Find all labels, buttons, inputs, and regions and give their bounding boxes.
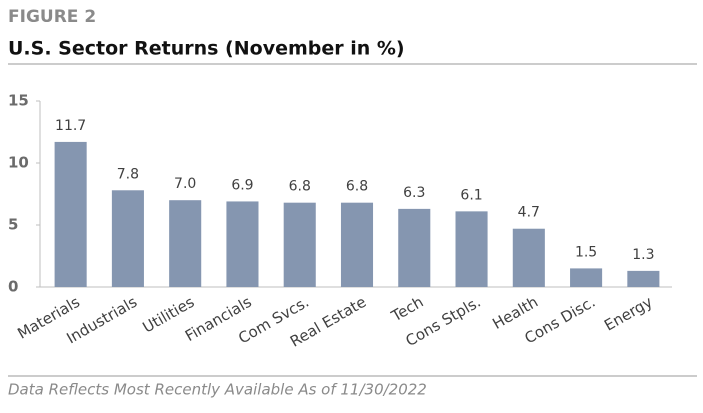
value-label: 1.5 (575, 244, 597, 260)
chart-title: U.S. Sector Returns (November in %) (8, 38, 405, 60)
bar (455, 211, 488, 287)
y-tick-label: 5 (8, 216, 18, 234)
x-tick-label: Energy (601, 293, 656, 335)
bar (627, 270, 660, 287)
bar (169, 200, 202, 287)
value-label: 4.7 (518, 205, 540, 221)
bar (340, 202, 374, 287)
bar (54, 141, 87, 287)
y-tick-label: 15 (8, 92, 29, 110)
value-label: 6.3 (403, 185, 425, 201)
figure-label: FIGURE 2 (8, 7, 96, 27)
bar (226, 201, 259, 287)
value-label: 7.8 (117, 166, 139, 182)
bar (512, 228, 545, 287)
value-label: 1.3 (632, 247, 654, 263)
bar (111, 190, 144, 287)
value-label: 6.8 (289, 179, 311, 195)
y-tick-label: 10 (8, 154, 29, 172)
value-label: 6.8 (346, 179, 368, 195)
value-label: 11.7 (55, 118, 86, 134)
bar (570, 268, 603, 287)
footnote: Data Reflects Most Recently Available As… (8, 381, 427, 399)
value-label: 6.9 (231, 177, 253, 193)
value-label: 7.0 (174, 176, 196, 192)
bar (283, 202, 316, 287)
y-tick-label: 0 (8, 278, 18, 296)
value-label: 6.1 (460, 187, 482, 203)
bar (398, 208, 431, 287)
x-tick-label: Tech (388, 293, 427, 326)
